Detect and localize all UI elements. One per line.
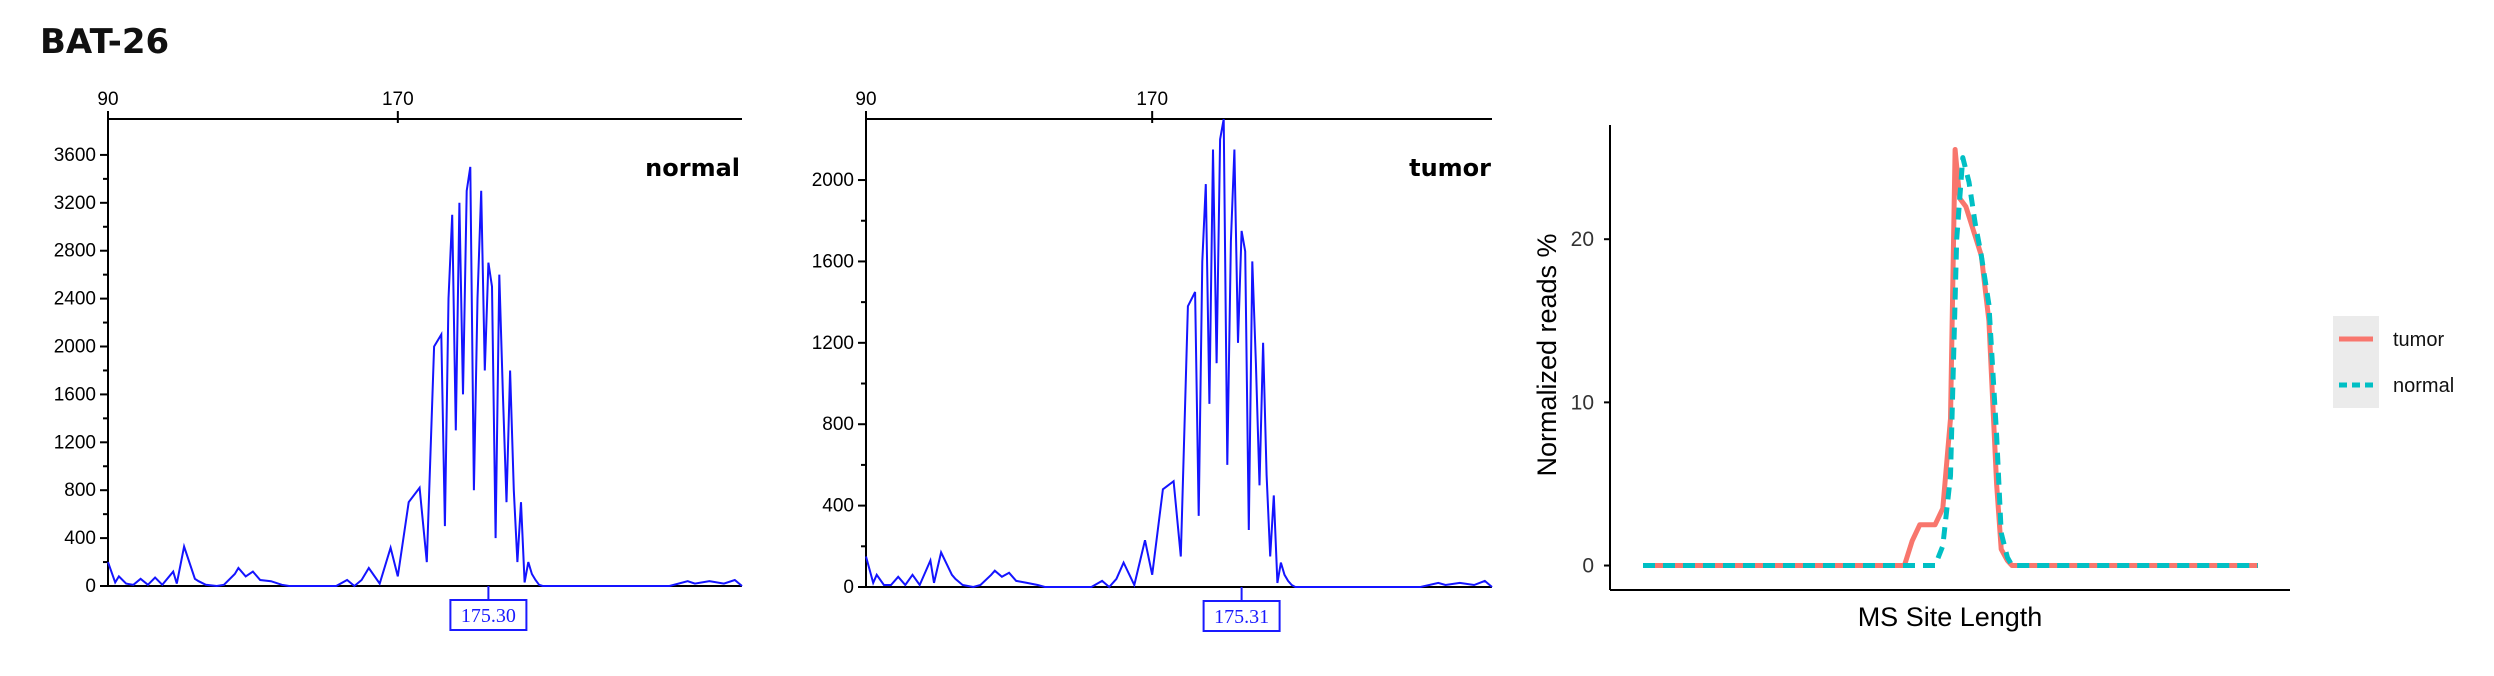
y-tick-label: 10 xyxy=(1571,391,1594,414)
y-tick-label: 2000 xyxy=(812,170,854,191)
peak-label: 175.31 xyxy=(1214,606,1269,628)
y-tick-label: 1200 xyxy=(54,432,96,453)
y-tick-label: 400 xyxy=(822,496,854,517)
y-tick-label: 2400 xyxy=(54,289,96,310)
y-tick-label: 3200 xyxy=(54,193,96,214)
electropherogram-trace xyxy=(865,118,1493,589)
x-tick-label: 170 xyxy=(382,89,414,110)
normal-panel-label: normal xyxy=(645,154,740,182)
y-tick-label: 3600 xyxy=(54,145,96,166)
legend-label-normal: normal xyxy=(2393,375,2454,397)
legend-label-tumor: tumor xyxy=(2393,329,2444,351)
y-tick-label: 2000 xyxy=(54,337,96,358)
y-tick-label: 400 xyxy=(64,528,96,549)
x-tick-label: 90 xyxy=(97,89,118,110)
series-line-tumor xyxy=(1643,147,2258,568)
tumor-plot-area: 90 170 0 400 800 1200 1600 2000 175.31 xyxy=(812,89,1493,632)
series-line-normal xyxy=(1643,155,2258,568)
figure-title: BAT-26 xyxy=(40,22,170,62)
y-tick-label: 800 xyxy=(64,480,96,501)
peak-label-box xyxy=(449,599,528,631)
x-tick-label: 90 xyxy=(855,89,876,110)
peak-label: 175.30 xyxy=(461,605,516,627)
y-tick-label: 1600 xyxy=(54,384,96,405)
tumor-panel-label: tumor xyxy=(1409,154,1491,182)
y-tick-label: 800 xyxy=(822,414,854,435)
y-tick-label: 1200 xyxy=(812,333,854,354)
peak-label-box xyxy=(1202,600,1281,632)
y-tick-label: 0 xyxy=(85,576,96,597)
y-tick-label: 1600 xyxy=(812,251,854,272)
y-tick-label: 0 xyxy=(1582,555,1594,578)
y-tick-label: 20 xyxy=(1571,228,1594,251)
y-axis-label: Normalized reads % xyxy=(1532,233,1562,476)
y-tick-label: 0 xyxy=(843,577,854,598)
electropherogram-trace xyxy=(107,166,743,588)
reads-plot-area: 0 10 20 xyxy=(1571,125,2290,591)
tumor-electropherogram-panel: 90 170 0 400 800 1200 1600 2000 175.31 tumor xyxy=(812,89,1493,632)
normal-electropherogram-panel: 90 170 0 400 800 1200 1600 2000 2400 2800 3200 3600… xyxy=(54,89,743,631)
x-tick-label: 170 xyxy=(1136,89,1168,110)
x-axis-label: MS Site Length xyxy=(1858,602,2043,632)
legend: tumor normal xyxy=(2333,316,2454,408)
normal-plot-area: 90 170 0 400 800 1200 1600 2000 2400 2800 3200 3600… xyxy=(54,89,743,631)
y-tick-label: 2800 xyxy=(54,241,96,262)
